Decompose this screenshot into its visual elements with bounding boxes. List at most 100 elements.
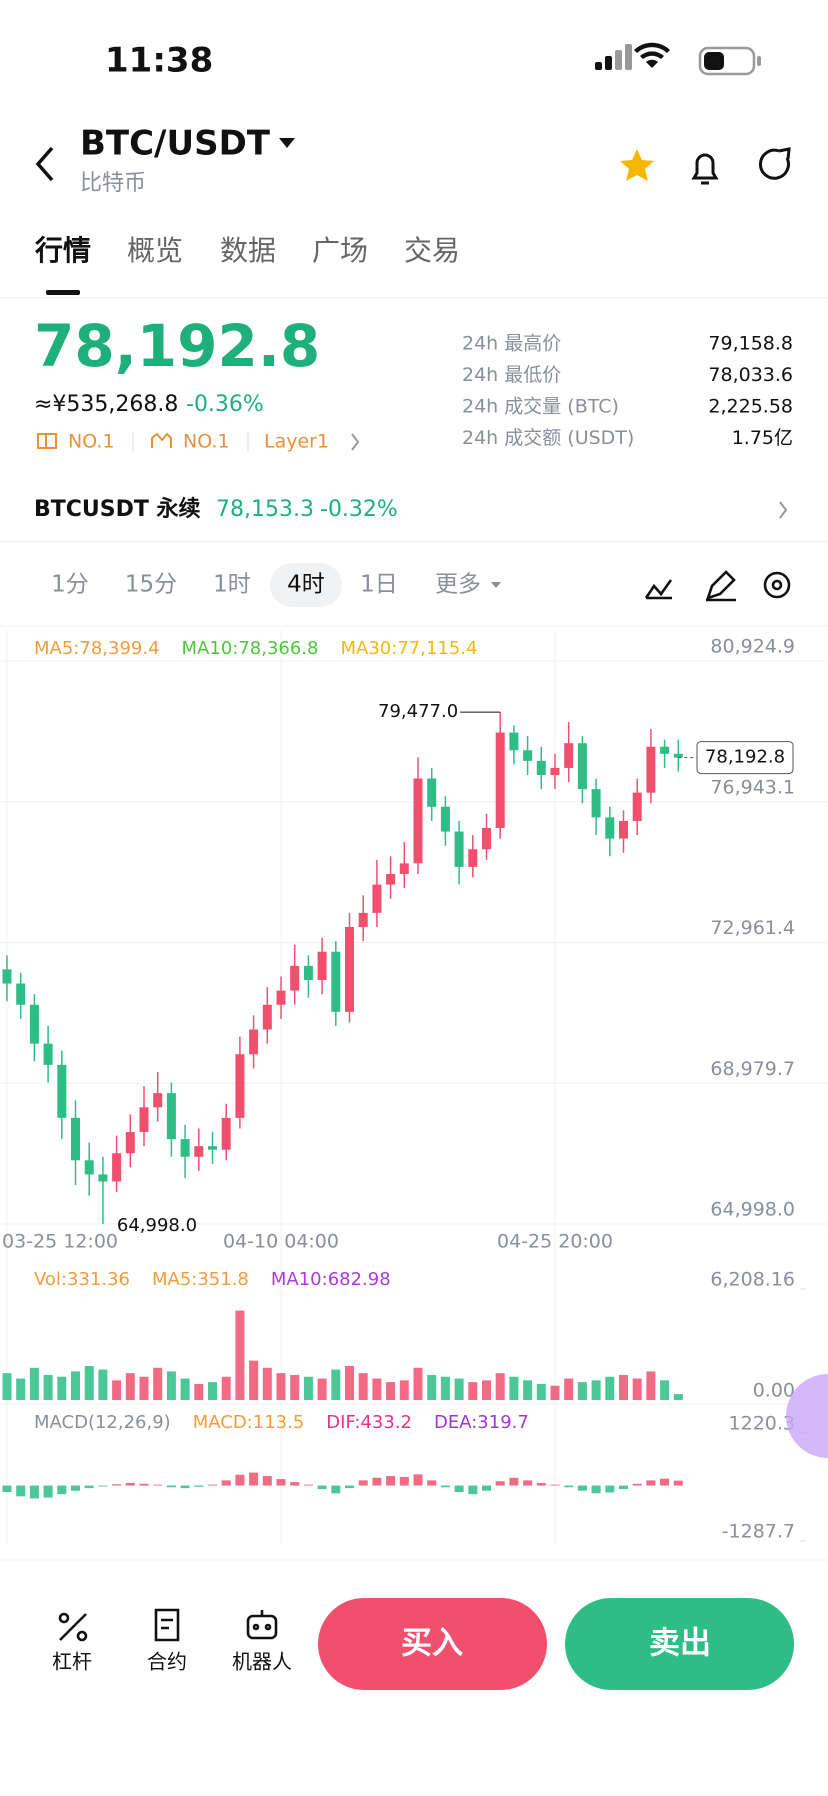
candle-body bbox=[180, 1139, 190, 1157]
volume-bar bbox=[345, 1366, 354, 1400]
candle-body bbox=[646, 746, 656, 793]
legend-item: MA5:351.8 bbox=[152, 1269, 249, 1290]
volume-bar bbox=[249, 1360, 259, 1400]
macd-bar bbox=[673, 1480, 683, 1486]
macd-bar bbox=[317, 1485, 327, 1489]
status-time: 11:38 bbox=[105, 41, 213, 81]
sell-button[interactable] bbox=[565, 1598, 794, 1690]
candle-body bbox=[208, 1146, 217, 1150]
tab[interactable]: 概览 bbox=[127, 234, 183, 267]
tab[interactable]: 行情 bbox=[34, 234, 91, 267]
more-dropdown[interactable] bbox=[491, 582, 501, 588]
y-tick-label: 68,979.7 bbox=[710, 1058, 795, 1080]
macd-bar bbox=[372, 1477, 382, 1486]
candle-body bbox=[523, 750, 533, 761]
volume-bar bbox=[550, 1385, 560, 1400]
candle-body bbox=[43, 1043, 53, 1065]
macd-bar bbox=[180, 1485, 190, 1489]
alert-bell[interactable] bbox=[691, 153, 719, 185]
perp-price: 78,153.3 bbox=[216, 497, 314, 522]
rank-tag[interactable]: NO.1 bbox=[68, 431, 115, 453]
interval[interactable]: 1时 bbox=[213, 572, 251, 598]
macd-bar bbox=[57, 1485, 67, 1495]
back-button[interactable] bbox=[35, 146, 54, 182]
volume-bar bbox=[468, 1382, 478, 1400]
interval[interactable]: 1日 bbox=[360, 572, 398, 598]
macd-bar bbox=[440, 1485, 450, 1488]
legend-item: Vol:331.36 bbox=[34, 1269, 130, 1290]
macd-bar bbox=[112, 1484, 122, 1486]
buy-label[interactable]: 买入 bbox=[401, 1626, 463, 1662]
buy-button[interactable] bbox=[318, 1598, 547, 1690]
volume-bar bbox=[331, 1369, 341, 1400]
volume-bar bbox=[673, 1394, 683, 1400]
volume-bar bbox=[495, 1373, 505, 1400]
pair-title[interactable]: BTC/USDT bbox=[80, 124, 271, 164]
stat-label: 24h 成交量 (BTC) bbox=[462, 396, 619, 418]
draw-button[interactable] bbox=[705, 570, 736, 602]
stat-value: 78,033.6 bbox=[708, 364, 793, 386]
rank-tag[interactable]: NO.1 bbox=[183, 431, 230, 453]
macd-bar bbox=[166, 1485, 176, 1488]
macd-bar bbox=[303, 1484, 313, 1486]
macd-bar bbox=[577, 1485, 587, 1491]
macd-bar bbox=[413, 1474, 423, 1486]
candle-body bbox=[57, 1064, 67, 1118]
tab[interactable]: 广场 bbox=[312, 234, 368, 267]
last-price-tag bbox=[696, 741, 794, 775]
leverage-icon[interactable] bbox=[58, 1612, 88, 1642]
cny-price: ≈¥535,268.8 bbox=[34, 392, 178, 417]
macd-bar bbox=[194, 1485, 204, 1487]
volume-bar bbox=[358, 1373, 368, 1400]
perp-name[interactable]: BTCUSDT 永续 bbox=[34, 496, 201, 522]
indicator-button[interactable] bbox=[644, 579, 673, 600]
contract-icon[interactable] bbox=[154, 1608, 180, 1642]
macd-bar bbox=[632, 1483, 642, 1486]
volume-bar bbox=[235, 1310, 245, 1400]
interval[interactable]: 更多 bbox=[435, 572, 481, 598]
perp-arrow[interactable] bbox=[779, 501, 788, 519]
interval[interactable]: 4时 bbox=[287, 572, 325, 598]
macd-bar bbox=[427, 1480, 437, 1486]
candle-body bbox=[605, 817, 615, 839]
candle-body bbox=[619, 820, 628, 839]
stat-value: 1.75亿 bbox=[732, 427, 793, 449]
macd-bar bbox=[262, 1476, 272, 1486]
candle-body bbox=[577, 743, 587, 790]
tab[interactable]: 交易 bbox=[404, 234, 460, 267]
perp-change: -0.32% bbox=[320, 497, 398, 522]
volume-bar bbox=[139, 1376, 149, 1400]
volume-bar bbox=[386, 1382, 396, 1400]
tool-label[interactable]: 机器人 bbox=[232, 1650, 292, 1674]
pair-dropdown[interactable] bbox=[279, 138, 295, 148]
sell-label[interactable]: 卖出 bbox=[649, 1626, 711, 1662]
share-button[interactable] bbox=[759, 147, 791, 180]
favorite-star[interactable] bbox=[620, 149, 654, 181]
settings-button[interactable] bbox=[763, 571, 791, 599]
sector-tag[interactable]: Layer1 bbox=[264, 431, 329, 453]
macd-bar bbox=[249, 1472, 259, 1486]
volume-bar bbox=[536, 1383, 546, 1400]
volume-bar bbox=[523, 1380, 533, 1400]
bot-icon[interactable] bbox=[246, 1610, 278, 1640]
tab[interactable]: 数据 bbox=[220, 234, 276, 267]
candle-body bbox=[194, 1146, 204, 1157]
tool-label[interactable]: 合约 bbox=[147, 1650, 187, 1674]
last-price: 78,192.8 bbox=[34, 312, 320, 380]
interval[interactable]: 15分 bbox=[125, 572, 177, 598]
x-tick-label: 03-25 12:00 bbox=[2, 1231, 118, 1253]
candle-body bbox=[673, 753, 683, 758]
candle-body bbox=[29, 1004, 39, 1044]
volume-bar bbox=[482, 1380, 491, 1400]
macd-bar bbox=[43, 1485, 53, 1498]
volume-bar bbox=[632, 1378, 642, 1400]
candle-body bbox=[317, 951, 327, 981]
volume-bar bbox=[427, 1374, 437, 1400]
assistant-bubble[interactable] bbox=[786, 1374, 828, 1458]
tool-label[interactable]: 杠杆 bbox=[52, 1650, 92, 1674]
candle-body bbox=[591, 789, 601, 818]
stat-value: 2,225.58 bbox=[708, 396, 793, 418]
interval[interactable]: 1分 bbox=[51, 572, 89, 598]
